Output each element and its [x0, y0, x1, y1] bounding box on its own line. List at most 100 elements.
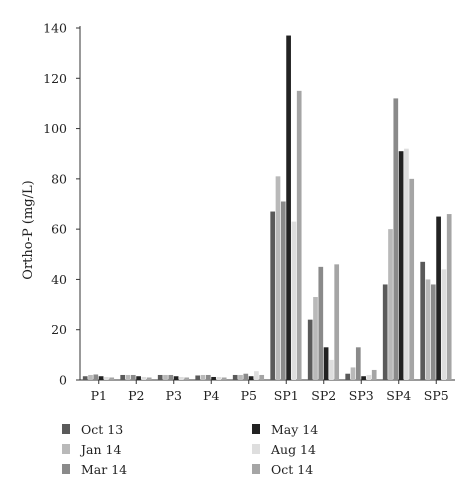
bar — [195, 375, 201, 380]
legend-item: May 14 — [252, 420, 318, 438]
x-tick-label: P1 — [91, 388, 107, 403]
legend-label: Oct 14 — [271, 461, 314, 477]
bar — [259, 374, 265, 380]
bar — [388, 229, 393, 380]
bar — [125, 374, 131, 380]
legend-swatch — [252, 424, 260, 434]
bar — [232, 374, 238, 380]
bar — [323, 347, 329, 380]
bar — [179, 376, 184, 380]
legend-item: Jan 14 — [62, 440, 121, 458]
y-tick-label: 100 — [43, 121, 67, 136]
bar — [93, 374, 99, 380]
x-tick-label: SP2 — [311, 388, 336, 403]
x-tick-label: SP5 — [424, 388, 449, 403]
y-tick-label: 60 — [51, 222, 67, 237]
y-tick-label: 20 — [51, 322, 67, 337]
legend-label: Oct 13 — [81, 421, 124, 437]
bar — [130, 374, 136, 380]
bar — [157, 374, 163, 380]
y-tick-label: 40 — [51, 272, 67, 287]
bar — [398, 151, 404, 380]
bar — [313, 297, 318, 380]
legend-label: Mar 14 — [81, 461, 128, 477]
bar — [221, 377, 227, 380]
bar — [371, 369, 377, 380]
x-tick-label: P5 — [241, 388, 257, 403]
bar — [307, 319, 313, 380]
bar — [345, 373, 351, 380]
bar — [361, 376, 366, 380]
x-tick-labels: P1 P2 P3 P4 P5 SP1 SP2 SP3 SP4 SP5 — [91, 380, 449, 403]
legend: Oct 13 May 14 Jan 14 Aug 14 Mar 14 Oct 14 — [62, 420, 362, 484]
bar — [318, 266, 324, 380]
legend-label: Aug 14 — [271, 441, 316, 457]
bar — [238, 374, 243, 380]
legend-label: May 14 — [271, 421, 319, 437]
bar — [211, 376, 216, 380]
bar — [141, 376, 147, 380]
bar — [254, 371, 259, 380]
y-tick-labels: 0 20 40 60 80 100 120 140 — [43, 21, 80, 388]
bar — [248, 376, 254, 380]
legend-item: Oct 14 — [252, 460, 313, 478]
bar — [436, 216, 441, 380]
bar — [98, 376, 104, 380]
legend-swatch — [252, 464, 260, 474]
bar — [275, 176, 281, 380]
bar — [334, 264, 340, 380]
legend-label: Jan 14 — [81, 441, 122, 457]
legend-swatch — [62, 424, 70, 434]
bar — [446, 214, 452, 380]
bar — [120, 374, 126, 380]
bar — [366, 374, 372, 380]
bar — [404, 148, 409, 380]
bar — [296, 90, 302, 381]
bar — [286, 35, 291, 380]
bar — [420, 261, 426, 380]
legend-swatch — [252, 444, 260, 454]
bar — [355, 347, 361, 380]
bar — [291, 221, 297, 380]
bar — [136, 376, 141, 380]
bar — [173, 376, 179, 380]
bar — [280, 201, 286, 380]
legend-item: Mar 14 — [62, 460, 127, 478]
y-tick-label: 0 — [59, 373, 67, 388]
bar — [382, 284, 388, 380]
legend-item: Oct 13 — [62, 420, 123, 438]
bar — [82, 376, 88, 380]
bar — [441, 269, 447, 380]
bar-chart: 0 20 40 60 80 100 120 140 P1 P2 P3 P4 P5 SP1 SP2 SP3 SP… — [21, 21, 455, 403]
bar — [88, 374, 93, 380]
bar — [409, 178, 415, 380]
bar — [109, 377, 115, 380]
bar — [184, 377, 190, 380]
bar — [146, 377, 152, 380]
x-tick-label: P4 — [203, 388, 219, 403]
y-axis-label: Ortho-P (mg/L) — [21, 180, 36, 279]
x-tick-label: P2 — [128, 388, 144, 403]
bar — [104, 376, 109, 380]
bar — [425, 279, 431, 380]
legend-swatch — [62, 444, 70, 454]
bars — [82, 35, 452, 381]
bar — [168, 374, 174, 380]
x-tick-label: SP3 — [349, 388, 374, 403]
bar — [430, 284, 436, 380]
legend-item: Aug 14 — [252, 440, 316, 458]
bar — [270, 211, 276, 380]
legend-swatch — [62, 464, 70, 474]
bar — [243, 373, 249, 380]
bar — [350, 367, 356, 380]
y-tick-label: 140 — [43, 21, 67, 36]
bar — [200, 374, 206, 380]
bar — [329, 359, 334, 380]
x-tick-label: P3 — [166, 388, 182, 403]
x-tick-label: SP1 — [274, 388, 299, 403]
y-tick-label: 120 — [43, 71, 67, 86]
bar — [216, 376, 222, 380]
x-tick-label: SP4 — [386, 388, 411, 403]
bar — [205, 374, 211, 380]
y-tick-label: 80 — [51, 171, 67, 186]
